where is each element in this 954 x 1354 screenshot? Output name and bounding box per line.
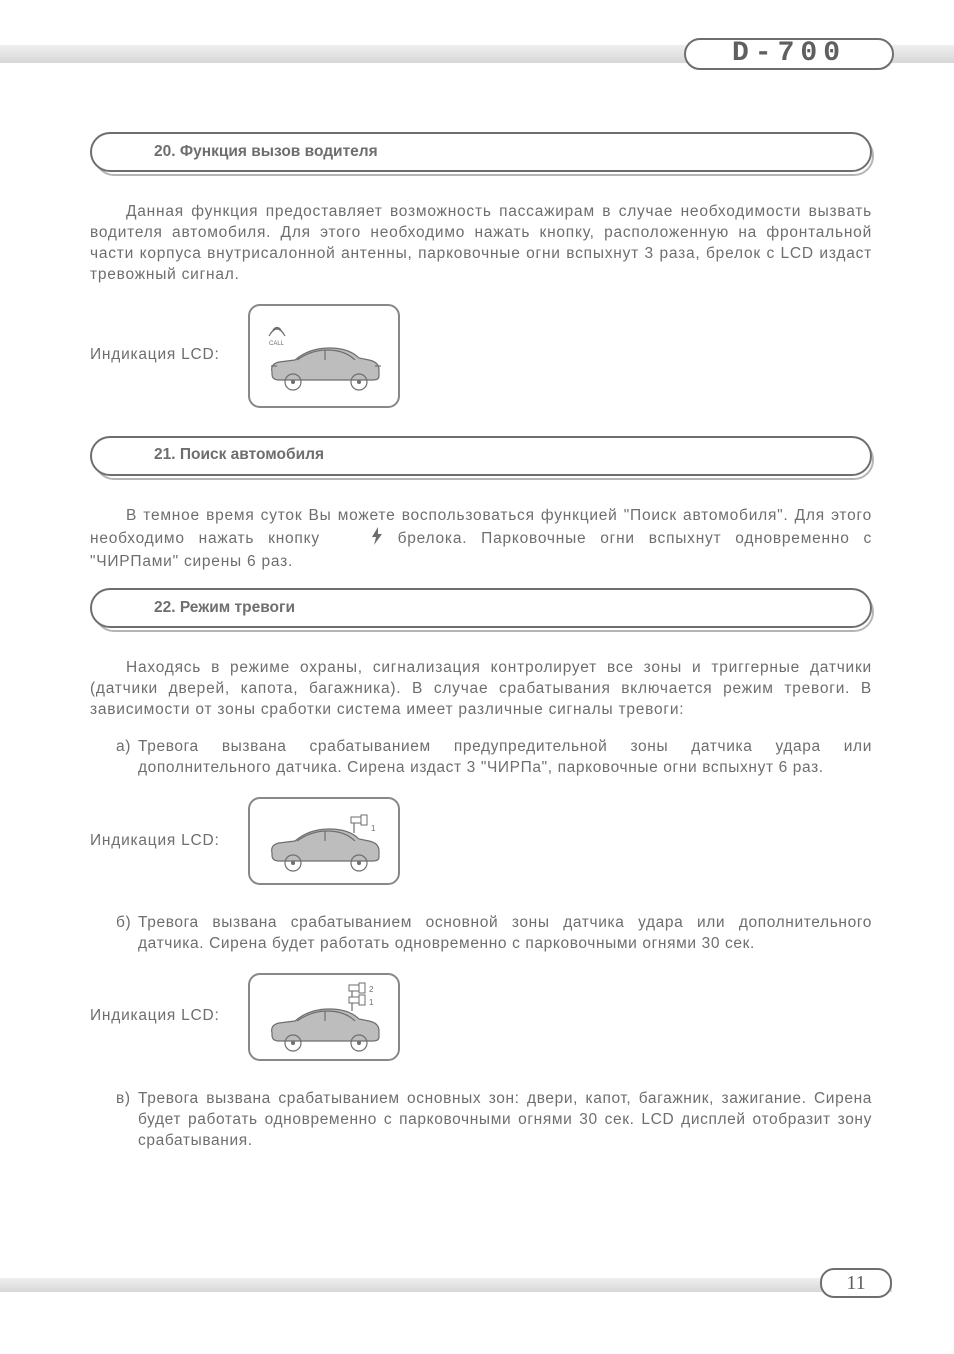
- lcd-display-call: CALL: [248, 304, 400, 408]
- pill: 22. Режим тревоги: [90, 588, 872, 628]
- pill: 20. Функция вызов водителя: [90, 132, 872, 172]
- svg-text:CALL: CALL: [269, 341, 285, 347]
- lcd-display-hammer-2: 2 1: [248, 973, 400, 1061]
- list-body: Тревога вызвана срабатыванием предупреди…: [138, 737, 872, 779]
- car-hammer-2-icon: 2 1: [259, 981, 389, 1053]
- lcd-label: Индикация LCD:: [90, 831, 220, 852]
- section-22-paragraph: Находясь в режиме охраны, сигнализация к…: [90, 658, 872, 721]
- section-21-paragraph: В темное время суток Вы можете воспользо…: [90, 506, 872, 573]
- page-content: 20. Функция вызов водителя Данная функци…: [0, 132, 954, 1152]
- svg-text:1: 1: [371, 824, 376, 833]
- lcd-display-hammer-1: 1: [248, 797, 400, 885]
- list-marker: в): [116, 1089, 138, 1152]
- section-22-lcd-row-b: Индикация LCD: 2 1: [90, 973, 872, 1061]
- section-22-list: в) Тревога вызвана срабатыванием основны…: [116, 1089, 872, 1152]
- list-item: а) Тревога вызвана срабатыванием предупр…: [116, 737, 872, 779]
- header-band: D-700: [0, 38, 954, 68]
- svg-text:1: 1: [369, 998, 374, 1007]
- list-marker: а): [116, 737, 138, 779]
- section-21-heading: 21. Поиск автомобиля: [90, 436, 872, 476]
- model-number: D-700: [684, 38, 894, 70]
- section-20-lcd-row: Индикация LCD: CALL: [90, 304, 872, 408]
- pill: 21. Поиск автомобиля: [90, 436, 872, 476]
- page: D-700 20. Функция вызов водителя Данная …: [0, 0, 954, 1354]
- footer-strip: [0, 1278, 892, 1292]
- list-body: Тревога вызвана срабатыванием основных з…: [138, 1089, 872, 1152]
- section-22-heading: 22. Режим тревоги: [90, 588, 872, 628]
- section-20-heading: 20. Функция вызов водителя: [90, 132, 872, 172]
- list-item: б) Тревога вызвана срабатыванием основно…: [116, 913, 872, 955]
- page-number-wrap: 11: [820, 1268, 892, 1298]
- section-22-list: а) Тревога вызвана срабатыванием предупр…: [116, 737, 872, 779]
- section-22-lcd-row-a: Индикация LCD: 1: [90, 797, 872, 885]
- car-call-icon: CALL: [259, 314, 389, 398]
- page-number: 11: [820, 1268, 892, 1298]
- svg-text:2: 2: [369, 985, 374, 994]
- bolt-icon: [334, 527, 384, 552]
- section-20-paragraph: Данная функция предоставляет возможность…: [90, 202, 872, 286]
- section-22-list: б) Тревога вызвана срабатыванием основно…: [116, 913, 872, 955]
- car-hammer-1-icon: 1: [259, 805, 389, 877]
- lcd-label: Индикация LCD:: [90, 345, 220, 366]
- list-item: в) Тревога вызвана срабатыванием основны…: [116, 1089, 872, 1152]
- list-marker: б): [116, 913, 138, 955]
- list-body: Тревога вызвана срабатыванием основной з…: [138, 913, 872, 955]
- lcd-label: Индикация LCD:: [90, 1006, 220, 1027]
